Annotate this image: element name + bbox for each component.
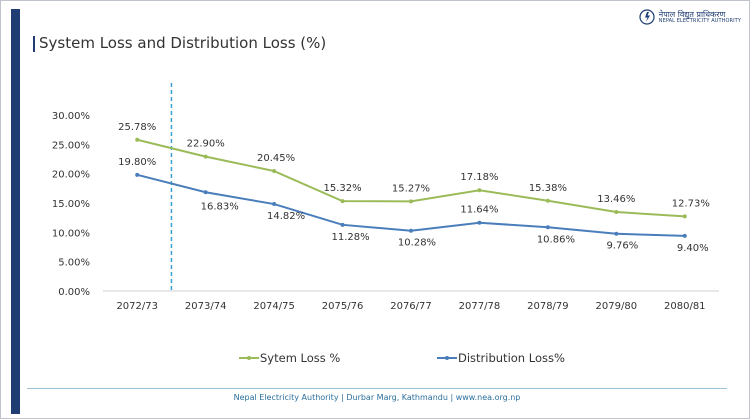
accent-bar — [11, 9, 20, 414]
data-label: 10.86% — [537, 234, 575, 245]
x-tick-label: 2074/75 — [253, 301, 295, 312]
data-label: 14.82% — [267, 211, 305, 222]
data-label: 16.83% — [201, 201, 239, 212]
data-point — [682, 214, 687, 219]
data-point — [409, 199, 413, 204]
data-point — [135, 137, 140, 142]
legend-marker — [445, 356, 449, 360]
data-point — [340, 222, 345, 227]
logo-name-nepali: नेपाल विद्युत प्राधिकरण — [658, 9, 726, 19]
data-point — [203, 154, 208, 159]
x-tick-label: 2079/80 — [596, 301, 638, 312]
chart-title: System Loss and Distribution Loss (%) — [32, 34, 327, 52]
footer-divider — [27, 388, 727, 389]
data-label: 10.28% — [398, 238, 436, 249]
y-tick-label: 5.00% — [58, 258, 90, 269]
x-tick-label: 2073/74 — [185, 301, 227, 312]
logo-name-english: NEPAL ELECTRICITY AUTHORITY — [658, 17, 741, 24]
data-label: 19.80% — [118, 157, 156, 168]
data-label: 22.90% — [187, 139, 225, 150]
data-label: 20.45% — [257, 153, 295, 164]
data-label: 17.18% — [460, 172, 498, 183]
data-point — [203, 190, 208, 195]
data-label: 12.73% — [672, 198, 710, 209]
data-point — [272, 202, 277, 207]
data-label: 9.40% — [677, 243, 709, 254]
legend: Sytem Loss % Distribution Loss% — [239, 351, 565, 365]
data-point — [614, 210, 619, 215]
data-point — [409, 228, 413, 233]
data-label: 11.28% — [331, 232, 369, 243]
y-axis: 0.00% 5.00% 10.00% 15.00% 20.00% 25.00% 30.00% — [52, 111, 90, 298]
x-tick-label: 2080/81 — [664, 301, 706, 312]
data-label: 13.46% — [597, 194, 635, 205]
data-point — [135, 172, 140, 177]
data-point — [545, 198, 550, 203]
data-label: 25.78% — [118, 122, 156, 133]
data-label: 11.64% — [460, 205, 498, 216]
data-point — [477, 188, 482, 193]
y-tick-label: 0.00% — [58, 287, 90, 298]
x-tick-label: 2072/73 — [116, 301, 158, 312]
nea-logo: नेपाल विद्युत प्राधिकरण NEPAL ELECTRICIT… — [639, 7, 741, 27]
data-point — [477, 220, 482, 225]
y-tick-label: 30.00% — [52, 111, 90, 122]
data-label: 9.76% — [606, 241, 638, 252]
legend-label: Sytem Loss % — [260, 351, 340, 365]
data-point — [682, 233, 687, 238]
x-tick-label: 2077/78 — [459, 301, 501, 312]
data-point — [340, 199, 345, 204]
data-point — [272, 169, 277, 174]
data-label: 15.38% — [529, 183, 567, 194]
x-axis: 2072/73 2073/74 2074/75 2075/76 2076/77 2077/… — [103, 290, 719, 312]
data-point — [545, 225, 550, 230]
x-tick-label: 2075/76 — [322, 301, 364, 312]
series-group: 25.78% 22.90% 20.45% 15.32% 15.27% 17.18% 15.3… — [118, 122, 710, 254]
y-tick-label: 25.00% — [52, 140, 90, 151]
y-tick-label: 20.00% — [52, 170, 90, 181]
data-point — [614, 231, 619, 236]
nea-emblem-icon — [639, 9, 655, 25]
legend-marker — [247, 356, 251, 360]
y-tick-label: 10.00% — [52, 228, 90, 239]
data-label: 15.27% — [392, 183, 430, 194]
y-tick-label: 15.00% — [52, 199, 90, 210]
legend-label: Distribution Loss% — [458, 351, 565, 365]
x-tick-label: 2076/77 — [390, 301, 432, 312]
footer-text: Nepal Electricity Authority | Durbar Mar… — [233, 393, 521, 402]
data-label: 15.32% — [323, 183, 361, 194]
x-tick-label: 2078/79 — [527, 301, 569, 312]
